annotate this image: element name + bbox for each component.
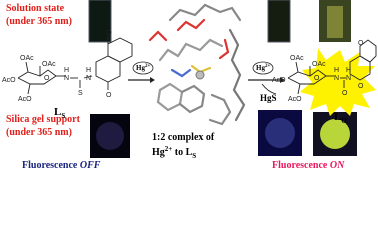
reagent-base: Hg: [136, 64, 145, 72]
ligand-lo-structure: [287, 39, 377, 95]
atom: N: [86, 75, 91, 82]
ligand-lo: LO: [334, 111, 347, 125]
fluorescence-burst: [300, 48, 376, 116]
complex-line2: Hg2+ to LS: [152, 145, 196, 160]
ligand-base: L: [54, 106, 61, 118]
atom: O: [314, 75, 320, 82]
reagent: Hg2+: [256, 64, 270, 72]
atom: O: [342, 90, 348, 97]
ligand-sub: O: [341, 117, 347, 125]
ligand-base: L: [334, 111, 341, 123]
atom: S: [78, 90, 83, 97]
complex-sup: 2+: [165, 145, 173, 153]
atom: AcO: [288, 96, 302, 103]
fluorescence-state: OFF: [80, 160, 101, 171]
reagent-sup: 2+: [145, 64, 151, 69]
atom: AcO: [272, 77, 286, 84]
spot-on: [320, 119, 350, 149]
atom: H: [346, 67, 351, 74]
reagent-sup: 2+: [265, 64, 271, 69]
solution-condition: (under 365 nm): [6, 16, 72, 27]
fluorescence-on: Fluorescence ON: [272, 160, 345, 171]
atom: N: [346, 75, 351, 82]
spot-mid: [265, 118, 295, 148]
fluorescence-off: Fluorescence OFF: [22, 160, 101, 171]
atom: O: [358, 40, 364, 47]
vial-glow: [327, 6, 343, 38]
atom: H: [86, 67, 91, 74]
reagent-ellipse: [132, 61, 154, 75]
complex-sub: S: [192, 152, 196, 160]
fluorescence-word: Fluorescence: [22, 160, 78, 171]
arrowhead: [150, 77, 155, 83]
spot-off: [96, 122, 124, 150]
atom: OAc: [20, 55, 34, 62]
ligand-ls-structure: [17, 36, 133, 95]
reagent-ellipse: [252, 61, 274, 75]
atom: OAc: [290, 55, 304, 62]
atom: H: [64, 67, 69, 74]
atom: N: [64, 75, 69, 82]
atom: N: [334, 75, 339, 82]
ligand-ls: LS: [54, 106, 65, 120]
complex-hg: Hg: [152, 147, 165, 158]
atom: OAc: [312, 61, 326, 68]
complex-rest: to L: [172, 147, 192, 158]
graphical-abstract: Solution state (under 365 nm) Silica gel…: [2, 0, 377, 171]
complex-line1: 1:2 complex of: [152, 132, 215, 143]
fluorescence-state: ON: [330, 160, 345, 171]
atom: OAc: [42, 61, 56, 68]
fluorescence-word: Fluorescence: [272, 160, 328, 171]
byproduct: HgS: [260, 93, 277, 103]
silica-state: Silica gel support: [6, 114, 81, 125]
atom: H: [334, 67, 339, 74]
vial-dark: [88, 0, 112, 43]
reagent: Hg2+: [136, 64, 150, 72]
arrowhead: [280, 77, 285, 83]
reagent-base: Hg: [256, 64, 265, 72]
arrow-branch: [261, 83, 277, 95]
crystal-structure: [148, 3, 246, 126]
silica-condition: (under 365 nm): [6, 127, 72, 138]
atom: O: [106, 92, 112, 99]
atom: O: [106, 30, 112, 37]
atom: AcO: [2, 77, 16, 84]
atom: AcO: [18, 96, 32, 103]
atom: O: [44, 75, 50, 82]
atom: O: [358, 83, 364, 90]
solution-state: Solution state: [6, 3, 65, 14]
ligand-sub: S: [61, 112, 65, 120]
vial-dark-2: [267, 0, 291, 43]
